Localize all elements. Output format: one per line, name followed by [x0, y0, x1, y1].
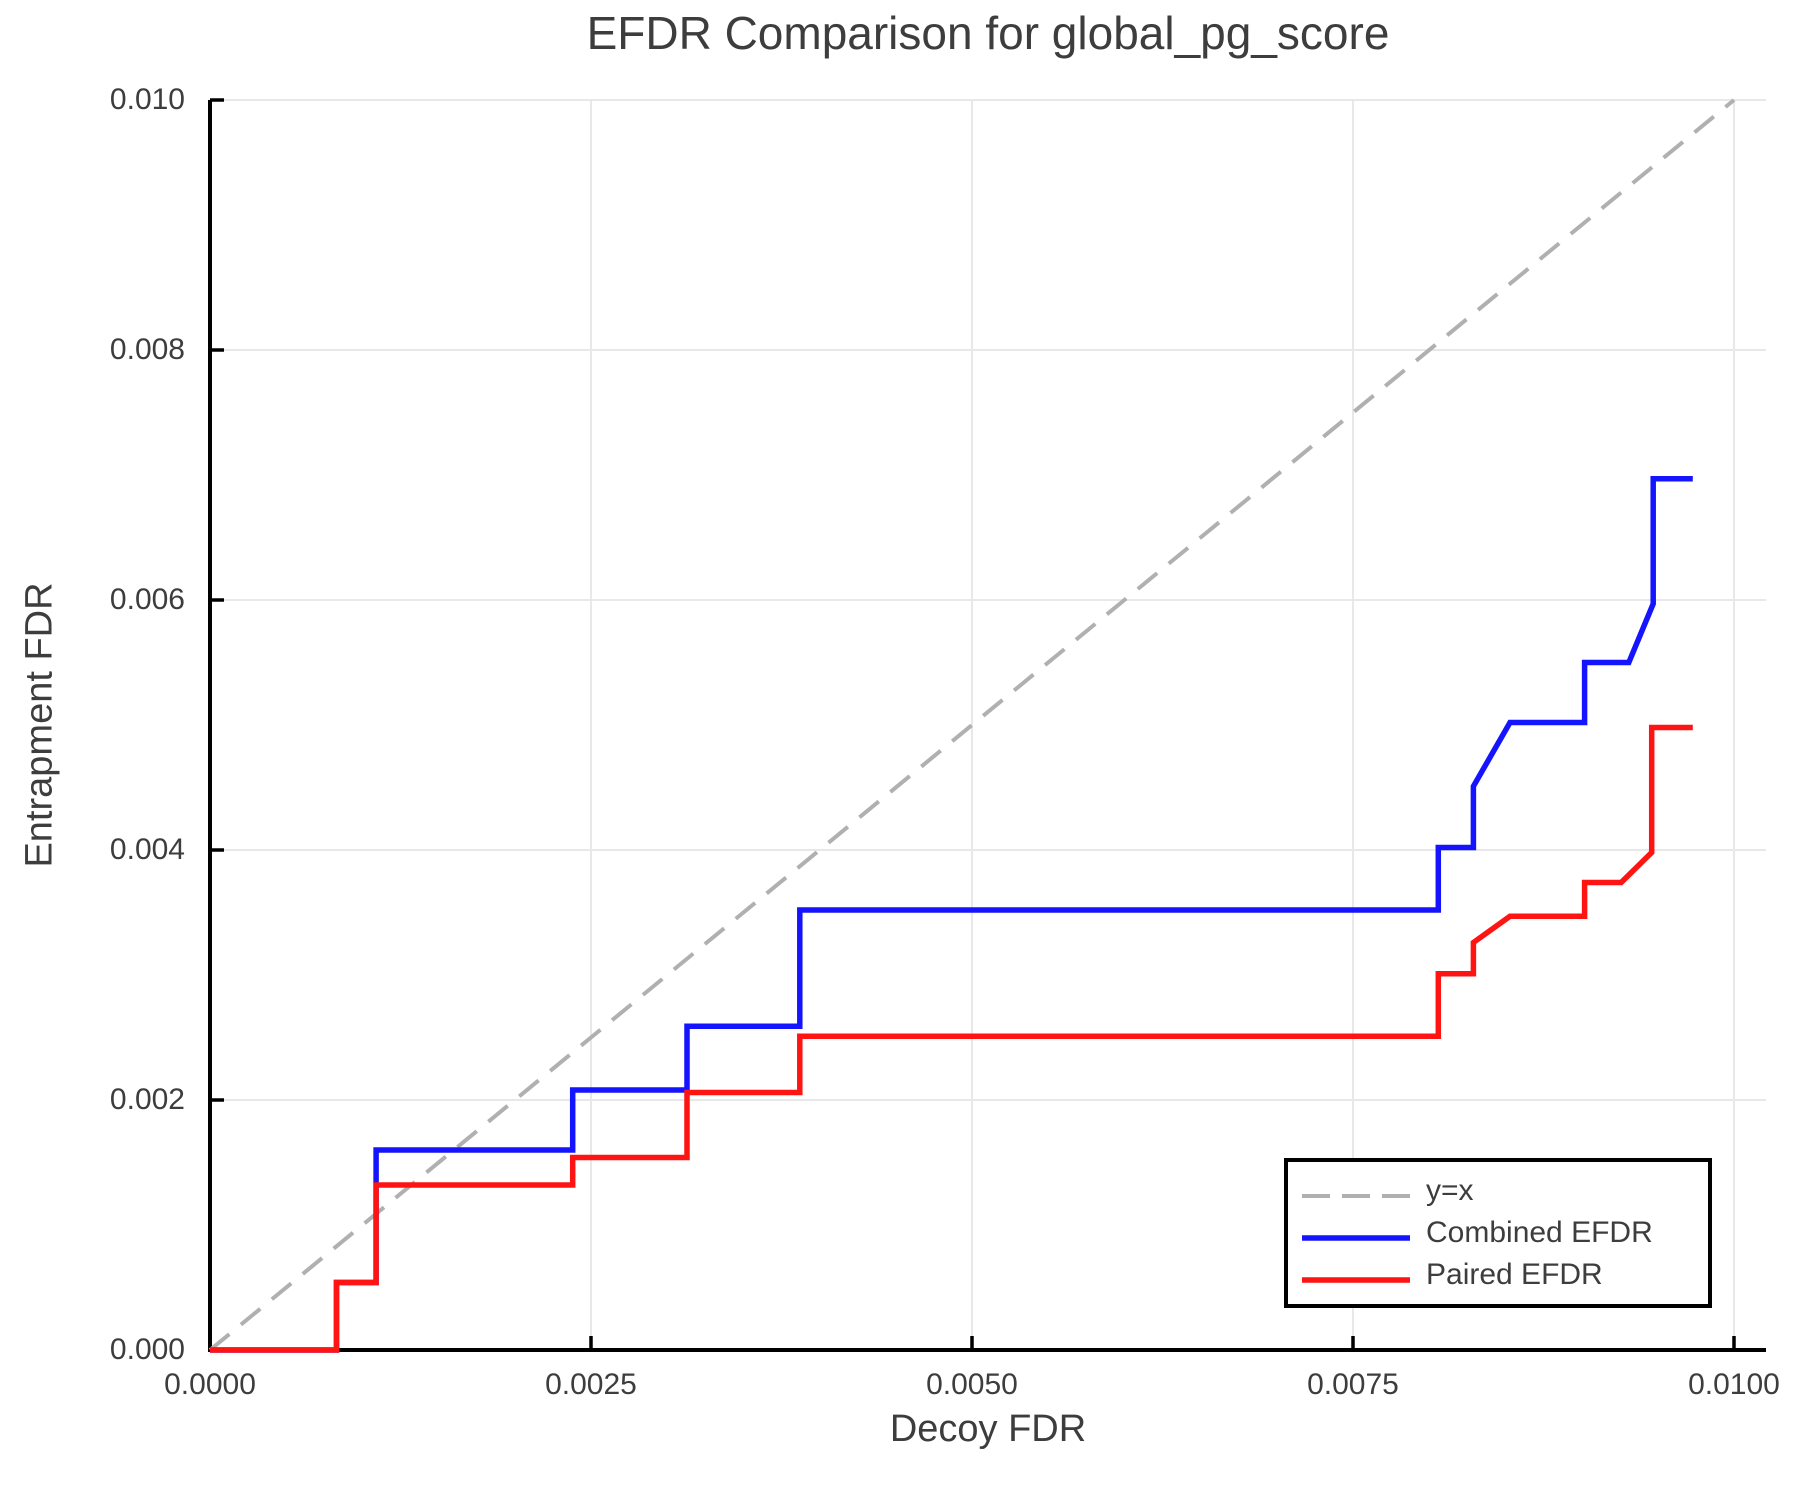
x-axis-label: Decoy FDR	[889, 1408, 1087, 1450]
y-tick-label: 0.002	[109, 1083, 185, 1116]
legend-entry-label: y=x	[1426, 1174, 1474, 1207]
legend-entry: y=x	[1302, 1172, 1708, 1210]
legend-entry-label: Combined EFDR	[1426, 1216, 1653, 1249]
series-line-y-x	[208, 98, 1736, 1352]
legend-entry-label: Paired EFDR	[1426, 1258, 1603, 1291]
legend-entry: Paired EFDR	[1302, 1256, 1708, 1294]
y-tick-label: 0.004	[109, 833, 185, 866]
x-tick-label: 0.0025	[545, 1368, 637, 1401]
y-tick-label: 0.008	[109, 333, 185, 366]
x-tick-label: 0.0050	[926, 1368, 1018, 1401]
combined-efdr-line-sample	[1302, 1229, 1410, 1241]
series-line-paired-efdr	[210, 724, 1693, 1353]
legend: y=x Combined EFDR Paired EFDR	[1284, 1158, 1712, 1308]
paired-efdr-line-sample	[1302, 1271, 1410, 1283]
x-tick-label: 0.0100	[1688, 1368, 1780, 1401]
y-tick-label: 0.000	[109, 1333, 185, 1366]
y-tick-label: 0.010	[109, 83, 185, 116]
x-tick-label: 0.0000	[164, 1368, 256, 1401]
y-axis-label: Entrapment FDR	[18, 582, 61, 868]
dashed-line-sample	[1302, 1187, 1410, 1198]
chart-title: EFDR Comparison for global_pg_score	[586, 7, 1390, 59]
legend-entry: Combined EFDR	[1302, 1214, 1708, 1252]
y-tick-label: 0.006	[109, 583, 185, 616]
x-tick-label: 0.0075	[1307, 1368, 1399, 1401]
